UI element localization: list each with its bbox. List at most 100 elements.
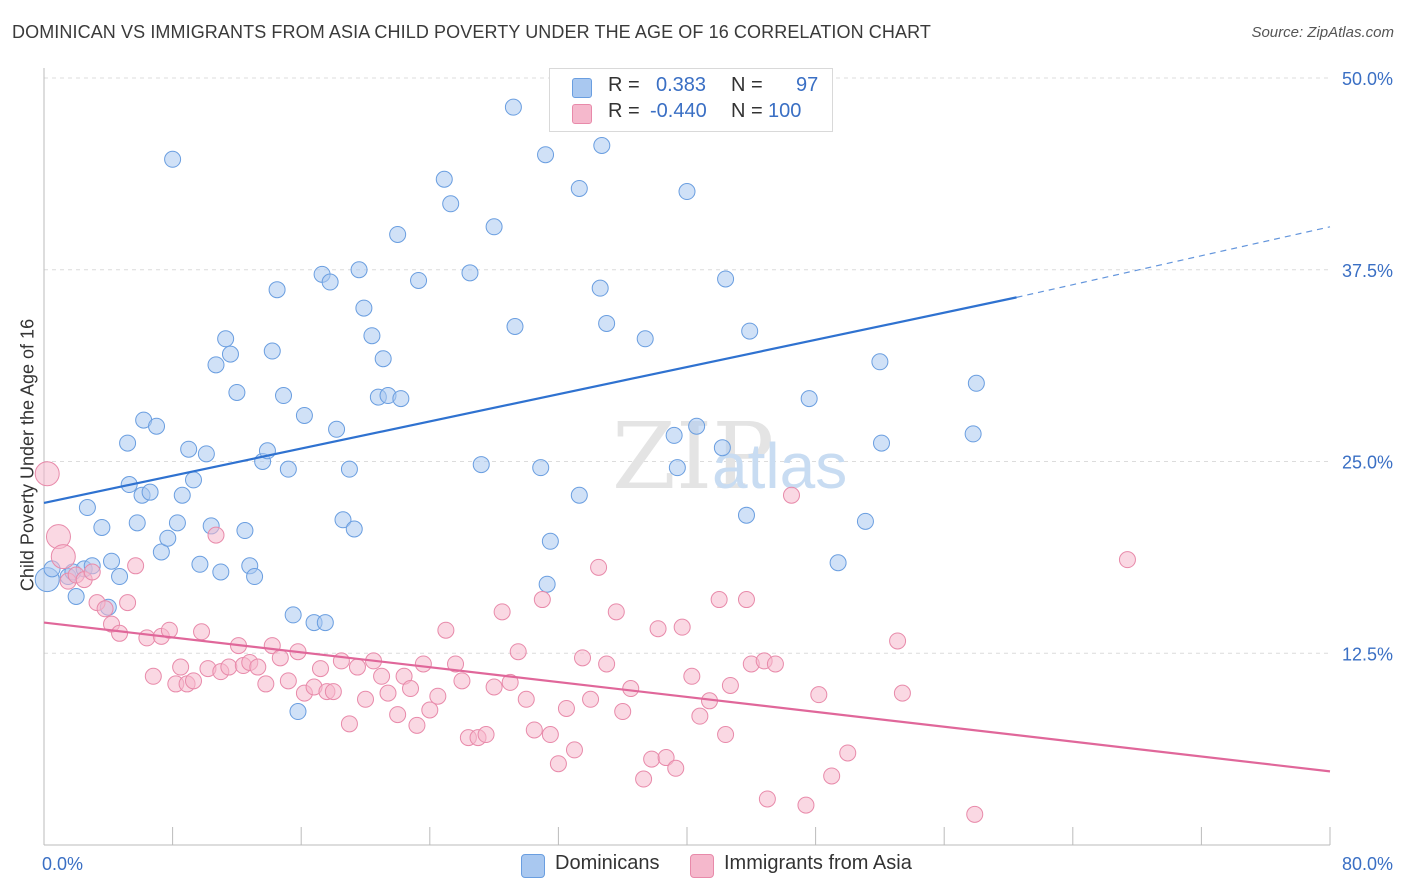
immigrants-asia-point [557, 699, 575, 717]
immigrants-asia-point [1118, 551, 1136, 569]
dominicans-point [713, 439, 731, 457]
immigrants-asia-point [447, 655, 465, 673]
dominicans-point [152, 543, 170, 561]
immigrants-asia-point [721, 676, 739, 694]
dominicans-point [221, 345, 239, 363]
dominicans-point [678, 183, 696, 201]
immigrants-asia-point [357, 690, 374, 708]
immigrants-asia-point [485, 678, 503, 696]
dominicans-point [191, 555, 209, 573]
dominicans-point [284, 606, 302, 624]
dominicans-point [236, 522, 254, 540]
watermark-atlas: atlas [712, 430, 847, 502]
immigrants-asia-point [622, 680, 640, 698]
immigrants-asia-point [649, 620, 667, 638]
immigrants-asia-point [823, 767, 841, 785]
dominicans-point [538, 575, 556, 593]
dominicans-point [967, 374, 985, 392]
immigrants-asia-point [889, 632, 907, 650]
immigrants-asia-point [667, 759, 685, 777]
immigrants-asia-point [379, 684, 397, 702]
immigrants-asia-point [83, 563, 101, 581]
immigrants-asia-point [966, 805, 984, 823]
dominicans-point [119, 434, 137, 452]
dominicans-point [485, 218, 503, 236]
data-points [34, 98, 1136, 823]
immigrants-asia-point [127, 557, 145, 575]
y-tick-label: 37.5% [1342, 261, 1393, 281]
dominicans-point [355, 299, 373, 317]
dominicans-point [593, 136, 611, 154]
dominicans-point [504, 98, 522, 116]
immigrants-asia-point [797, 796, 815, 814]
dominicans-point [741, 322, 759, 340]
immigrants-asia-point [111, 624, 129, 642]
dominicans-point [410, 271, 428, 289]
immigrants-asia-point [549, 755, 567, 773]
legend-n-label: N = [731, 100, 763, 122]
immigrants-asia-point [249, 658, 267, 676]
immigrants-asia-point [893, 684, 911, 702]
immigrants-asia-point [509, 643, 527, 661]
immigrants-asia-point [257, 675, 275, 693]
dominicans-point [321, 273, 339, 291]
dominicans-point [856, 512, 874, 530]
dominicans-point [345, 520, 363, 538]
dominicans-point [340, 460, 358, 478]
bottom-legend-swatch-pink [690, 854, 714, 878]
immigrants-asia-point [710, 591, 728, 609]
dominicans-point [350, 261, 368, 279]
legend-swatch-pink [572, 104, 592, 124]
legend-n-value: 97 [796, 74, 819, 96]
immigrants-asia-point [839, 744, 857, 762]
chart-title: DOMINICAN VS IMMIGRANTS FROM ASIA CHILD … [12, 22, 931, 42]
y-tick-label: 12.5% [1342, 644, 1393, 664]
legend-r-value: 0.383 [656, 74, 707, 96]
dominicans-point [67, 587, 85, 605]
dominicans-point [217, 330, 235, 348]
immigrants-asia-point [34, 461, 60, 487]
immigrants-asia-point [737, 591, 755, 609]
dominicans-point [472, 456, 490, 474]
dominicans-point [184, 471, 202, 489]
dominicans-point [316, 614, 334, 632]
immigrants-asia-point [389, 706, 407, 724]
immigrants-asia-point [574, 649, 592, 667]
dominicans-point [435, 170, 453, 188]
tick-labels: 12.5% 25.0% 37.5% 50.0% 0.0% 80.0% [42, 69, 1393, 874]
immigrants-asia-point [657, 749, 675, 767]
immigrants-asia-point [691, 707, 709, 725]
dominicans-point [246, 568, 264, 586]
immigrants-asia-point [119, 594, 137, 612]
immigrants-asia-point [437, 621, 455, 639]
dominicans-point [374, 350, 392, 368]
immigrants-asia-point [582, 690, 600, 708]
immigrants-asia-point [340, 715, 358, 733]
immigrants-asia-trend-line [43, 621, 1331, 773]
dominicans-point [141, 483, 159, 501]
legend-row-dominicans: R = 0.383 N = 97 [550, 74, 832, 100]
trend-lines [43, 226, 1331, 773]
dominicans-point [334, 511, 352, 529]
immigrants-asia-point [673, 618, 691, 636]
dominicans-point [665, 426, 683, 444]
dominicans-point [148, 417, 166, 435]
dominicans-point [800, 390, 818, 408]
immigrants-asia-point [782, 486, 800, 504]
legend-swatch-blue [572, 78, 592, 98]
dominicans-point [207, 356, 225, 374]
dominicans-point [180, 440, 198, 458]
dominicans-point [78, 499, 96, 517]
dominicans-point [598, 314, 616, 332]
immigrants-asia-point [683, 667, 701, 685]
dominicans-point [275, 387, 293, 405]
dominicans-point [461, 264, 479, 282]
dominicans-trend-extension [1016, 226, 1331, 298]
dominicans-point [717, 270, 735, 288]
legend-n-value: 100 [768, 100, 802, 122]
dominicans-point [829, 554, 847, 572]
dominicans-point [103, 552, 121, 570]
dominicans-point [532, 459, 550, 477]
legend-row-immigrants-asia: R = -0.440 N = 100 [550, 100, 832, 126]
